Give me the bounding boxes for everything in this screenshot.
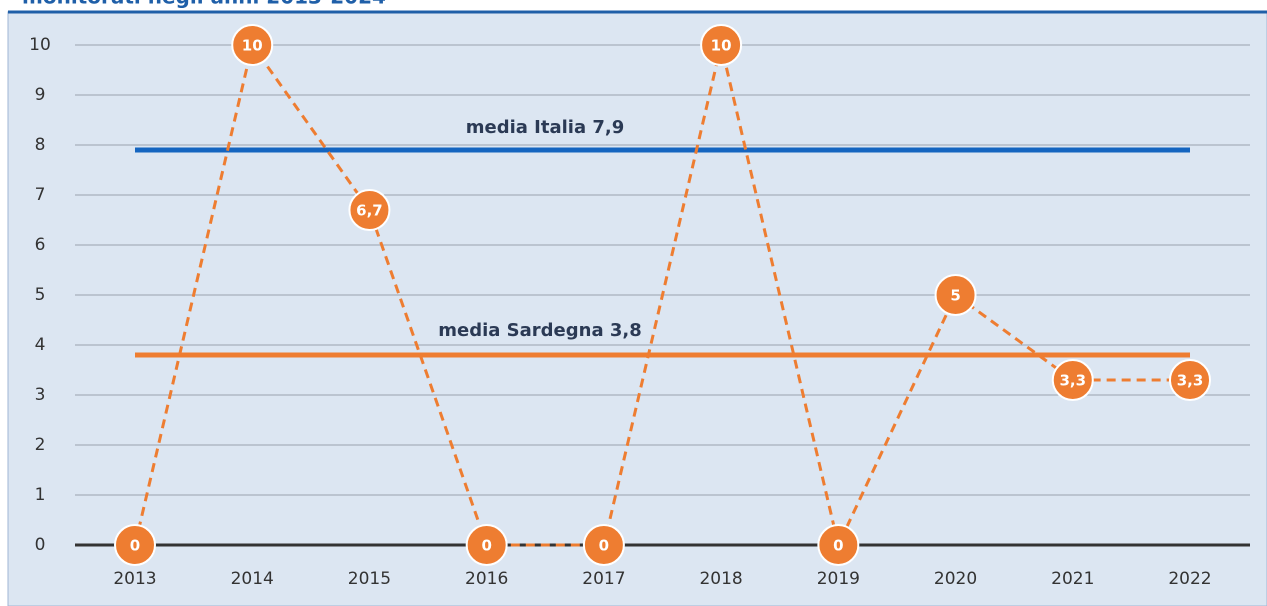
data-point — [1051, 359, 1094, 401]
data-label: 5 — [950, 287, 960, 305]
y-tick-label: 5 — [35, 285, 46, 305]
x-tick-label: 2018 — [699, 569, 742, 589]
x-tick-label: 2020 — [934, 569, 977, 589]
y-tick-label: 4 — [35, 335, 46, 355]
data-point — [582, 524, 625, 566]
data-point — [817, 524, 860, 566]
data-label: 0 — [833, 537, 843, 555]
y-tick-label: 10 — [29, 35, 51, 55]
data-point — [231, 24, 274, 66]
data-point — [465, 524, 508, 566]
y-tick-label: 7 — [35, 185, 46, 205]
data-label: 3,3 — [1059, 372, 1086, 390]
data-label: 10 — [242, 37, 263, 55]
data-label: 3,3 — [1177, 372, 1204, 390]
y-tick-label: 8 — [35, 135, 46, 155]
y-tick-label: 2 — [35, 435, 46, 455]
x-tick-label: 2015 — [348, 569, 391, 589]
x-tick-label: 2021 — [1051, 569, 1094, 589]
plot-background — [7, 11, 1267, 606]
x-tick-label: 2016 — [465, 569, 508, 589]
data-point — [700, 24, 743, 66]
data-label: 0 — [599, 537, 609, 555]
data-label: 6,7 — [356, 202, 383, 220]
y-tick-label: 6 — [35, 235, 46, 255]
y-tick-label: 9 — [35, 85, 46, 105]
data-point — [114, 524, 156, 566]
data-label: 0 — [130, 537, 140, 555]
x-tick-label: 2022 — [1168, 569, 1211, 589]
data-point — [934, 274, 977, 316]
x-tick-label: 2019 — [817, 569, 860, 589]
x-tick-label: 2014 — [231, 569, 274, 589]
reference-label: media Sardegna 3,8 — [438, 320, 642, 341]
data-point — [1169, 359, 1211, 401]
y-tick-label: 3 — [35, 385, 46, 405]
x-tick-label: 2017 — [582, 569, 625, 589]
y-tick-label: 1 — [35, 485, 46, 505]
reference-label: media Italia 7,9 — [466, 117, 625, 138]
data-label: 10 — [711, 37, 732, 55]
x-tick-label: 2013 — [113, 569, 156, 589]
chart-title: monitorati negli anni 2013-2024 — [22, 0, 386, 9]
data-label: 0 — [481, 537, 491, 555]
data-line — [133, 41, 1190, 550]
data-point — [348, 189, 391, 231]
y-tick-label: 0 — [35, 535, 46, 555]
